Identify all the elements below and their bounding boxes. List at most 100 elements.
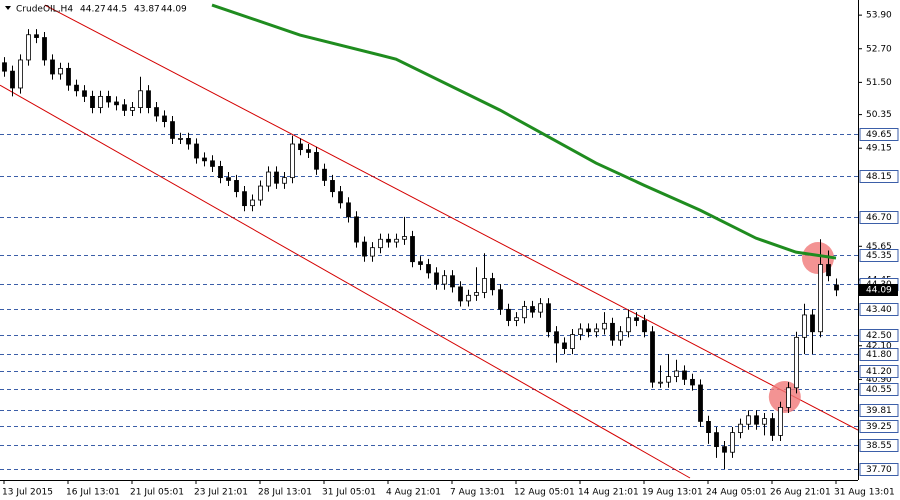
candle-body [242,191,247,207]
candle-body [18,59,23,89]
x-tick-label: 21 Jul 05:01 [130,488,184,498]
candle-body [114,101,119,106]
candle-body [754,415,759,425]
last-price-box [859,283,898,296]
level-box [859,383,899,396]
candle-body [674,370,679,377]
candle-body [138,90,143,108]
y-tick-label: 40.90 [866,375,892,385]
level-box [859,170,899,183]
candle-body [810,314,815,333]
candle-body [442,275,447,285]
moving-average [211,3,837,260]
candle-body [66,67,71,86]
candle-body [394,238,399,243]
candle-body [34,34,39,38]
candle-body [306,149,311,153]
candle-body [666,376,671,383]
candle-body [626,317,631,333]
candle-body [730,432,735,453]
candle-body [834,284,839,291]
candle-body [146,90,151,108]
level-label: 43.40 [866,305,892,315]
candle-body [658,381,663,384]
y-tick-label: 52.70 [866,44,892,54]
level-label: 46.70 [866,213,892,223]
level-label: 42.50 [866,331,892,341]
y-tick-label: 49.15 [866,144,892,154]
x-tick-label: 7 Aug 13:01 [450,488,505,498]
candle-body [58,67,63,75]
candle-body [506,308,511,321]
y-tick-label: 45.65 [866,242,892,252]
candle-body [642,320,647,333]
candle-body [466,294,471,302]
level-box [859,439,899,452]
candle-body [386,238,391,243]
menu-arrow[interactable] [5,6,11,10]
candle-body [618,331,623,341]
level-box [859,303,899,316]
candle-body [450,275,455,288]
level-box [859,348,899,361]
header-close: 44.09 [161,5,187,15]
candle-body [530,306,535,313]
candle-body [402,236,407,240]
header-open: 44.27 [80,5,106,15]
x-tick-label: 24 Aug 05:01 [706,488,767,498]
channel-line [0,84,691,479]
candle-body [338,191,343,204]
candle-body [602,322,607,330]
candle-body [10,70,15,89]
candle-body [482,278,487,293]
highlight [802,242,834,275]
candle-body [490,278,495,291]
x-tick-label: 4 Aug 21:01 [386,488,441,498]
x-tick-label: 12 Aug 05:01 [514,488,575,498]
candle-body [354,216,359,243]
x-tick-label: 31 Aug 13:01 [834,488,895,498]
candle-body [218,166,223,179]
level-label: 48.15 [866,172,892,182]
candle-body [426,264,431,274]
level-label: 41.80 [866,350,892,360]
candle-body [818,264,823,333]
candle-body [634,317,639,321]
candle-body [570,334,575,349]
symbol: CrudeOIL,H4 [16,5,73,15]
x-tick-label: 28 Jul 13:01 [258,488,312,498]
candle-body [2,62,7,72]
level-label: 45.35 [866,251,892,261]
level-label: 49.65 [866,130,892,140]
candle-body [106,95,111,103]
candle-body [802,314,807,338]
candle-body [762,418,767,425]
last-price-label: 44.09 [866,285,892,295]
candle-body [474,292,479,296]
candle-body [274,171,279,184]
candle-body [698,384,703,422]
candle-body [98,95,103,108]
candle-body [778,406,783,436]
candle-body [786,387,791,408]
candle-body [346,202,351,218]
candle-body [162,115,167,123]
candle-body [586,328,591,333]
candle-body [74,84,79,92]
candle-body [90,95,95,108]
x-tick-label: 23 Jul 21:01 [194,488,248,498]
candle-body [50,59,55,75]
level-box [859,249,899,262]
candle-body [154,107,159,117]
level-label: 37.70 [866,465,892,475]
candle-body [682,370,687,380]
level-box [859,463,899,476]
level-box [859,128,899,141]
candle-body [362,241,367,257]
candle-body [122,104,127,111]
candle-body [130,107,135,111]
y-tick-label: 50.35 [866,110,892,120]
candle-body [82,90,87,97]
candle-body [538,303,543,313]
